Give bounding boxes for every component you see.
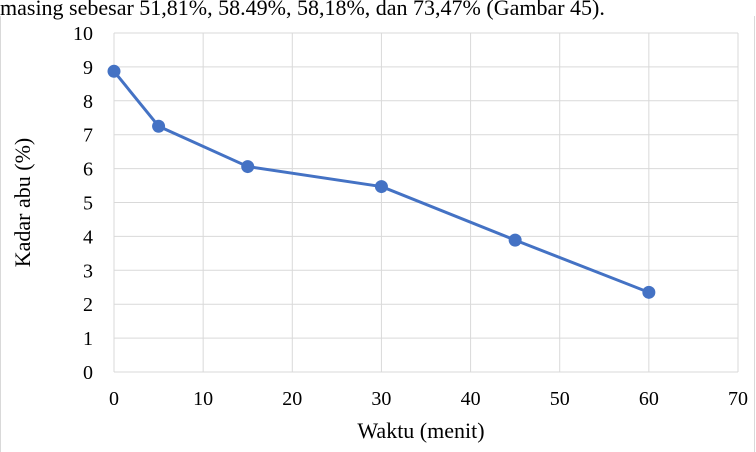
chart-frame [0,16,755,452]
y-tick-label: 4 [83,226,93,248]
x-tick-label: 40 [461,388,481,410]
data-point [642,285,656,299]
series-line [112,70,650,294]
x-tick-label: 60 [639,388,659,410]
series-group [107,64,656,299]
x-tick-label: 0 [109,388,119,410]
x-axis-title: Waktu (menit) [357,418,484,443]
y-tick-label: 9 [83,57,93,79]
y-tick-label: 7 [83,125,93,147]
y-tick-label: 2 [83,294,93,316]
y-tick-label: 10 [73,23,93,45]
y-tick-label: 5 [83,193,93,215]
x-tick-label: 30 [371,388,391,410]
y-tick-label: 8 [83,91,93,113]
caption-text: masing sebesar 51,81%, 58.49%, 58,18%, d… [0,0,605,20]
y-tick-label: 0 [83,362,93,384]
data-point [152,119,166,133]
x-tick-label: 70 [728,388,748,410]
data-point [508,233,522,247]
y-axis-title: Kadar abu (%) [10,138,35,268]
y-tick-label: 6 [83,159,93,181]
data-point [374,180,388,194]
y-tick-label: 3 [83,260,93,282]
grid-lines [113,32,739,373]
x-tick-label: 10 [193,388,213,410]
data-point [107,64,121,78]
y-tick-label: 1 [83,328,93,350]
x-tick-labels: 0 10 20 30 40 50 60 70 [109,388,748,410]
data-point [241,160,255,174]
x-tick-label: 20 [282,388,302,410]
x-tick-label: 50 [550,388,570,410]
y-tick-labels: 0 1 2 3 4 5 6 7 8 9 10 [73,23,93,384]
